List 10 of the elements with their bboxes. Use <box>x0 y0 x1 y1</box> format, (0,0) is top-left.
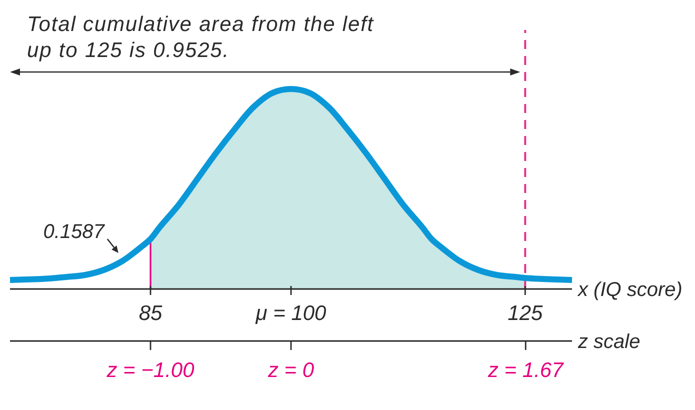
x2-tick-label: z = −1.00 <box>106 359 195 382</box>
x2-tick-label: z = 0 <box>266 359 314 382</box>
annotation: 0.1587 <box>43 221 106 243</box>
x-tick-label: μ = 100 <box>254 302 327 325</box>
x2-tick-label: z = 1.67 <box>486 359 565 382</box>
x-axis-title: x (IQ score) <box>577 279 682 301</box>
x-tick-label: 125 <box>508 302 543 325</box>
x2-axis-title: z scale <box>577 331 640 353</box>
x-tick-label: 85 <box>138 302 162 325</box>
text: Total cumulative area from the left up to 125 is 0.9525. <box>27 13 374 62</box>
